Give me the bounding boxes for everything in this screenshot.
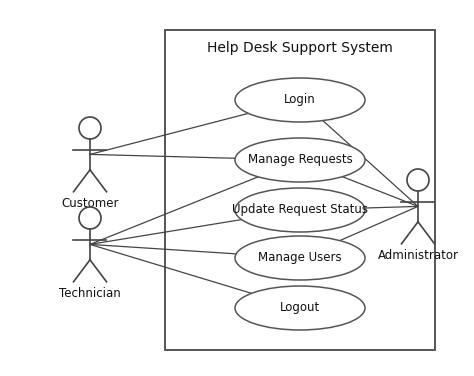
Text: Administrator: Administrator <box>377 249 458 262</box>
Text: Customer: Customer <box>61 197 119 210</box>
Ellipse shape <box>235 286 365 330</box>
Text: Login: Login <box>284 94 316 106</box>
FancyBboxPatch shape <box>165 30 435 350</box>
Text: Manage Users: Manage Users <box>258 252 342 264</box>
Ellipse shape <box>235 236 365 280</box>
Text: Help Desk Support System: Help Desk Support System <box>207 41 393 55</box>
Ellipse shape <box>235 138 365 182</box>
Circle shape <box>407 169 429 191</box>
Text: Manage Requests: Manage Requests <box>247 153 352 167</box>
Text: Update Request Status: Update Request Status <box>232 203 368 217</box>
Ellipse shape <box>235 188 365 232</box>
Text: Technician: Technician <box>59 287 121 300</box>
Text: Logout: Logout <box>280 302 320 314</box>
Circle shape <box>79 207 101 229</box>
Ellipse shape <box>235 78 365 122</box>
Circle shape <box>79 117 101 139</box>
